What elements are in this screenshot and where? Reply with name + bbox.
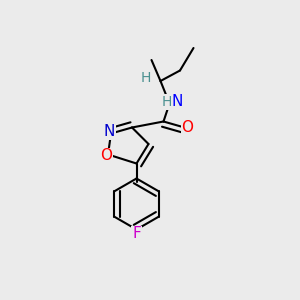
Text: H: H [140,71,151,85]
Text: O: O [182,120,194,135]
Text: H: H [161,95,172,109]
Text: O: O [100,148,112,164]
Text: N: N [104,124,115,140]
Text: N: N [171,94,183,110]
Text: F: F [132,226,141,242]
